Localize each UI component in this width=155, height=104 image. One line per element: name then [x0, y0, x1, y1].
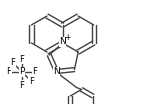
- Text: F: F: [11, 58, 15, 67]
- Text: N: N: [59, 38, 66, 46]
- Text: F: F: [7, 67, 11, 77]
- Text: F: F: [29, 77, 33, 86]
- Text: F: F: [20, 54, 24, 64]
- Text: F: F: [20, 80, 24, 90]
- Text: +: +: [64, 33, 71, 43]
- Text: N: N: [53, 67, 60, 76]
- Text: F: F: [33, 67, 38, 77]
- Text: P: P: [19, 67, 25, 77]
